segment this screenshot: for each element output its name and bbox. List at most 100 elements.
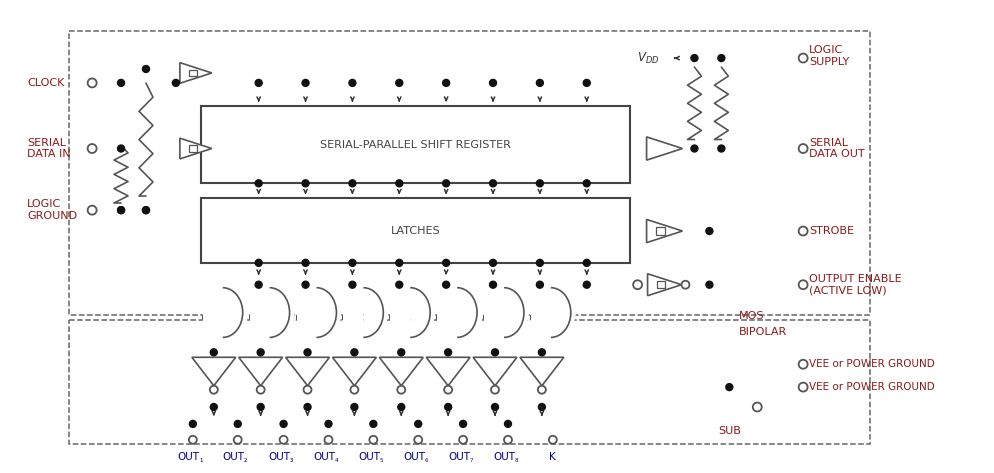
Text: VEE or POWER GROUND: VEE or POWER GROUND (809, 382, 935, 392)
Text: ₄: ₄ (335, 455, 338, 464)
Circle shape (351, 403, 358, 411)
Circle shape (398, 385, 406, 394)
Bar (249, 288, 269, 337)
Bar (201, 198, 629, 263)
Circle shape (706, 228, 713, 235)
Circle shape (491, 385, 499, 394)
Text: LOGIC
GROUND: LOGIC GROUND (27, 199, 78, 221)
Text: SERIAL
DATA OUT: SERIAL DATA OUT (809, 138, 865, 159)
Circle shape (539, 349, 546, 356)
Bar (70, 319, 870, 444)
Circle shape (142, 207, 149, 214)
Circle shape (444, 349, 451, 356)
Text: SERIAL
DATA IN: SERIAL DATA IN (27, 138, 71, 159)
Circle shape (442, 180, 449, 187)
Circle shape (396, 281, 403, 288)
Polygon shape (426, 357, 470, 385)
Bar (344, 288, 364, 337)
Circle shape (349, 259, 356, 266)
Circle shape (444, 403, 451, 411)
Circle shape (142, 207, 149, 214)
Circle shape (255, 180, 262, 187)
Circle shape (370, 420, 377, 428)
Circle shape (257, 349, 264, 356)
Circle shape (255, 281, 262, 288)
Circle shape (489, 180, 496, 187)
Circle shape (442, 281, 449, 288)
Circle shape (351, 385, 359, 394)
Text: OUT: OUT (268, 452, 290, 462)
Text: ₂: ₂ (245, 455, 248, 464)
Circle shape (537, 281, 544, 288)
Text: SUB: SUB (718, 426, 741, 436)
Circle shape (370, 436, 378, 444)
Circle shape (351, 349, 358, 356)
Text: ₁: ₁ (199, 455, 203, 464)
Bar (189, 145, 197, 152)
Text: LATCHES: LATCHES (391, 226, 440, 236)
Circle shape (396, 259, 403, 266)
Circle shape (682, 281, 690, 289)
Circle shape (303, 385, 311, 394)
Circle shape (633, 280, 642, 289)
Text: LOGIC
SUPPLY: LOGIC SUPPLY (809, 45, 850, 67)
Circle shape (491, 349, 499, 356)
Polygon shape (192, 357, 236, 385)
Circle shape (396, 180, 403, 187)
Text: OUT: OUT (448, 452, 470, 462)
Wedge shape (457, 288, 482, 337)
Polygon shape (239, 357, 282, 385)
Circle shape (414, 420, 421, 428)
Circle shape (442, 259, 449, 266)
Polygon shape (646, 219, 683, 243)
Bar (201, 106, 629, 184)
Text: ₇: ₇ (469, 455, 473, 464)
Circle shape (349, 79, 356, 87)
Circle shape (549, 436, 557, 444)
Polygon shape (180, 62, 212, 83)
Circle shape (210, 385, 218, 394)
Text: OUT: OUT (178, 452, 200, 462)
Circle shape (211, 349, 218, 356)
Bar (296, 288, 316, 337)
Circle shape (459, 436, 467, 444)
Circle shape (414, 436, 422, 444)
Polygon shape (473, 357, 517, 385)
Circle shape (489, 259, 496, 266)
Circle shape (798, 227, 808, 236)
Text: ₈: ₈ (514, 455, 518, 464)
Circle shape (302, 281, 309, 288)
Bar (657, 281, 665, 288)
Circle shape (280, 420, 287, 428)
Circle shape (190, 420, 197, 428)
Circle shape (325, 420, 332, 428)
Circle shape (583, 259, 590, 266)
Circle shape (117, 79, 124, 87)
Circle shape (349, 180, 356, 187)
Text: OUT: OUT (404, 452, 425, 462)
Circle shape (235, 420, 242, 428)
Circle shape (234, 436, 242, 444)
Polygon shape (180, 138, 212, 159)
Circle shape (117, 145, 124, 152)
Text: STROBE: STROBE (809, 226, 854, 236)
Polygon shape (285, 357, 329, 385)
Text: K: K (550, 452, 557, 462)
Circle shape (691, 54, 698, 61)
Polygon shape (332, 357, 377, 385)
Polygon shape (647, 274, 682, 296)
Circle shape (302, 259, 309, 266)
Bar (484, 288, 504, 337)
Circle shape (752, 403, 761, 412)
Bar (189, 70, 197, 76)
Circle shape (798, 144, 808, 153)
Circle shape (256, 385, 264, 394)
Circle shape (172, 79, 179, 87)
Circle shape (539, 403, 546, 411)
Circle shape (396, 79, 403, 87)
Circle shape (442, 79, 449, 87)
Text: CLOCK: CLOCK (27, 78, 65, 88)
Circle shape (491, 403, 499, 411)
Wedge shape (364, 288, 389, 337)
Bar (437, 288, 457, 337)
